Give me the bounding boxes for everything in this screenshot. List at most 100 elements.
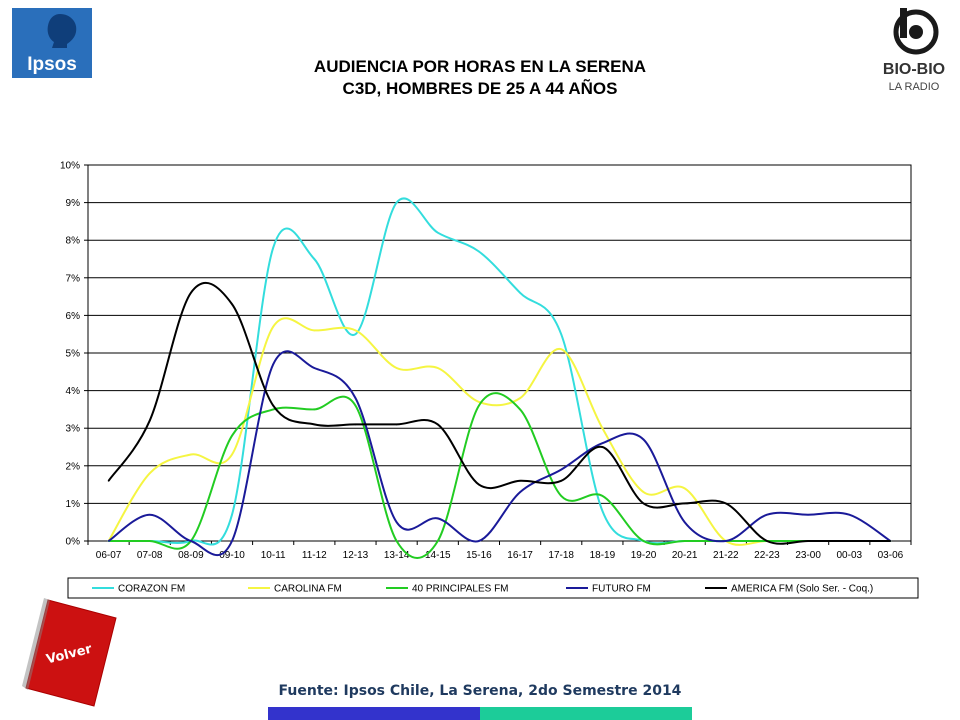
series-line <box>107 317 891 546</box>
legend-box <box>67 577 919 599</box>
data-point <box>436 517 439 520</box>
data-point <box>766 513 768 516</box>
data-point <box>725 540 727 542</box>
series-3 <box>107 392 892 559</box>
y-tick-label: 1% <box>66 499 81 510</box>
data-point <box>766 540 768 542</box>
y-tick-label: 7% <box>66 273 81 284</box>
data-point <box>560 480 563 482</box>
y-tick-label: 6% <box>66 311 81 322</box>
data-point <box>313 423 316 426</box>
biobio-dot-icon <box>909 25 923 39</box>
y-tick-label: 2% <box>66 461 81 472</box>
data-point <box>601 510 604 512</box>
data-point <box>601 442 604 445</box>
data-point <box>395 201 398 204</box>
x-tick-label: 18-19 <box>590 550 616 561</box>
x-tick-label: 08-09 <box>178 550 204 561</box>
data-point <box>683 521 686 523</box>
data-point <box>519 408 521 411</box>
biobio-logo: BIO-BIO LA RADIO <box>883 8 945 93</box>
data-point <box>436 367 439 369</box>
title-line-2: C3D, HOMBRES DE 25 A 44 AÑOS <box>342 79 618 98</box>
data-point <box>231 434 233 437</box>
y-tick-label: 4% <box>66 386 81 397</box>
data-point <box>478 250 480 253</box>
legend-label: 40 PRINCIPALES FM <box>412 584 509 595</box>
data-point <box>642 438 645 441</box>
data-point <box>272 363 274 366</box>
ipsos-head-icon <box>47 14 77 48</box>
volver-button[interactable]: Volver <box>18 598 118 708</box>
y-tick-label: 0% <box>66 537 81 548</box>
data-point <box>354 397 357 399</box>
x-tick-label: 22-23 <box>754 550 780 561</box>
data-point <box>642 540 645 542</box>
x-tick-label: 07-08 <box>137 550 163 561</box>
biobio-stem-icon <box>900 8 907 38</box>
data-point <box>148 513 151 516</box>
ipsos-logo-text: Ipsos <box>27 54 77 75</box>
biobio-logo-name: BIO-BIO <box>883 61 945 78</box>
data-point <box>395 423 398 426</box>
volver-button-shadow <box>22 598 50 690</box>
data-point <box>889 540 892 542</box>
data-point <box>272 246 274 249</box>
y-tick-label: 8% <box>66 236 81 247</box>
data-point <box>148 472 151 475</box>
data-point <box>272 408 274 411</box>
data-point <box>848 513 851 516</box>
data-point <box>683 502 686 505</box>
data-point <box>231 453 233 456</box>
data-point <box>272 404 274 407</box>
data-point <box>231 303 233 305</box>
x-tick-label: 19-20 <box>631 550 657 561</box>
x-tick-label: 16-17 <box>507 550 533 561</box>
x-tick-label: 13-14 <box>384 550 410 561</box>
footer-bar-teal <box>480 707 692 720</box>
x-tick-label: 21-22 <box>713 550 739 561</box>
data-point <box>313 258 316 260</box>
data-point <box>313 367 316 369</box>
y-tick-label: 9% <box>66 198 81 209</box>
x-tick-label: 11-12 <box>302 550 327 561</box>
legend-label: CORAZON FM <box>118 584 185 595</box>
data-point <box>683 487 686 490</box>
data-point <box>519 397 521 399</box>
data-point <box>560 348 563 351</box>
data-point <box>642 491 645 493</box>
data-point <box>231 513 233 516</box>
data-point <box>354 333 357 336</box>
data-point <box>313 408 316 411</box>
x-tick-label: 15-16 <box>466 550 492 561</box>
data-point <box>478 483 480 486</box>
y-tick-label: 10% <box>60 161 80 172</box>
x-tick-label: 10-11 <box>261 550 286 561</box>
legend-label: FUTURO FM <box>592 584 651 595</box>
data-point <box>190 292 192 294</box>
data-point <box>519 292 521 294</box>
title-line-1: AUDIENCIA POR HORAS EN LA SERENA <box>313 57 647 76</box>
x-tick-label: 00-03 <box>836 550 862 561</box>
data-point <box>478 404 480 407</box>
biobio-ring-icon <box>893 9 939 55</box>
data-point <box>848 540 851 542</box>
x-tick-label: 12-13 <box>343 550 369 561</box>
y-tick-label: 3% <box>66 424 81 435</box>
data-point <box>272 325 274 328</box>
data-point <box>313 329 316 332</box>
data-point <box>395 367 398 369</box>
footer-bar-blue <box>268 707 480 720</box>
data-point <box>107 540 110 542</box>
x-tick-label: 17-18 <box>548 550 574 561</box>
data-point <box>231 540 233 542</box>
data-point <box>190 540 192 542</box>
data-point <box>190 453 192 456</box>
data-point <box>478 401 480 403</box>
data-point <box>560 495 563 497</box>
data-point <box>354 423 357 426</box>
data-point <box>395 540 398 542</box>
series-5 <box>107 281 892 545</box>
data-point <box>601 446 604 448</box>
